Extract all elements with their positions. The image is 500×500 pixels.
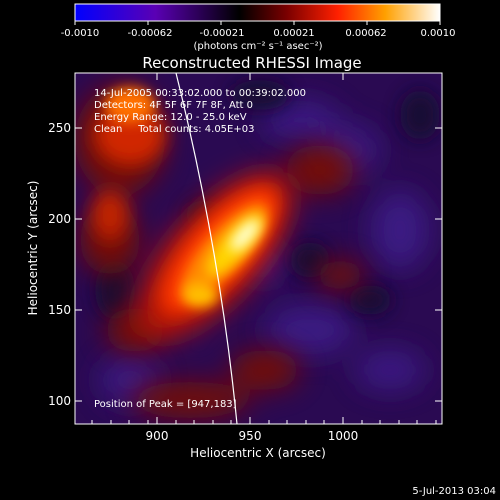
colorbar-tick-label: -0.00021 [200, 28, 245, 39]
y-tick-label: 150 [48, 303, 71, 317]
x-tick-label: 950 [239, 429, 262, 443]
colorbar-ticks [74, 21, 441, 25]
rhessi-image [75, 73, 442, 424]
colorbar-units: (photons cm⁻² s⁻¹ asec⁻²) [193, 41, 322, 52]
colorbar [74, 3, 441, 22]
y-tick-label: 200 [48, 212, 71, 226]
plot-title: Reconstructed RHESSI Image [142, 54, 361, 72]
footer-date: 5-Jul-2013 03:04 [412, 486, 496, 497]
x-tick-label: 1000 [328, 429, 359, 443]
observation-time: 14-Jul-2005 00:33:02.000 to 00:39:02.000 [94, 88, 306, 99]
y-tick-label: 250 [48, 121, 71, 135]
y-tick-label: 100 [48, 394, 71, 408]
colorbar-tick-label: 0.00062 [345, 28, 386, 39]
plot-frame [74, 72, 443, 425]
x-axis-ticks [91, 73, 437, 424]
colorbar-tick-label: -0.0010 [61, 28, 100, 39]
x-axis-label: Heliocentric X (arcsec) [190, 446, 326, 460]
colorbar-tick-label: -0.00062 [128, 28, 173, 39]
colorbar-tick-label: 0.00021 [273, 28, 314, 39]
x-tick-label: 900 [146, 429, 169, 443]
colorbar-tick-label: 0.0010 [421, 28, 456, 39]
peak-position: Position of Peak = [947,183] [94, 399, 237, 410]
detectors-info: Detectors: 4F 5F 6F 7F 8F, Att 0 [94, 100, 253, 111]
y-axis-label: Heliocentric Y (arcsec) [26, 181, 40, 316]
clean-counts: Clean Total counts: 4.05E+03 [94, 124, 254, 135]
y-axis-ticks [75, 127, 442, 402]
solar-limb [175, 73, 238, 424]
energy-range: Energy Range: 12.0 - 25.0 keV [94, 112, 247, 123]
